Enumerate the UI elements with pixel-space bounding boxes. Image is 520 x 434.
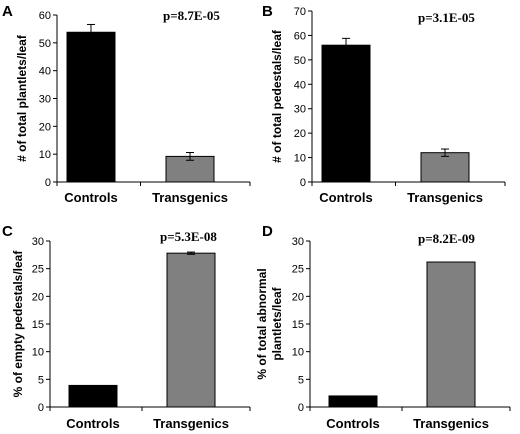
y-tick-label: 0 [300, 177, 306, 189]
y-tick-label: 5 [298, 374, 304, 386]
p-value-annotation: p=5.3E-08 [160, 229, 217, 244]
panel-letter: A [2, 3, 13, 20]
y-tick-label: 70 [294, 6, 306, 18]
bar-transgenics [426, 261, 476, 408]
y-axis-label: % of empty pedestals/leaf [11, 250, 25, 398]
category-label: Controls [319, 190, 372, 205]
category-label: Transgenics [153, 416, 229, 431]
bar-controls [66, 31, 116, 183]
y-tick-label: 20 [32, 291, 44, 303]
bar-controls [68, 384, 118, 408]
y-tick-label: 0 [45, 177, 51, 189]
y-tick-label: 50 [294, 55, 306, 67]
bar-transgenics [420, 152, 470, 183]
y-tick-label: 30 [292, 236, 304, 248]
y-tick-label: 10 [292, 347, 304, 359]
category-label: Transgenics [413, 416, 489, 431]
bar-controls [321, 44, 371, 183]
y-tick-label: 25 [32, 264, 44, 276]
y-axis-label: # of total plantlets/leaf [15, 34, 29, 162]
p-value-annotation: p=8.7E-05 [163, 8, 220, 23]
y-tick-label: 30 [32, 236, 44, 248]
panel-letter: B [262, 3, 273, 20]
y-tick-label: 10 [39, 149, 51, 161]
y-axis-label: # of total pedestals/leaf [270, 29, 284, 163]
bar-controls [328, 395, 378, 408]
y-tick-label: 0 [298, 402, 304, 414]
y-tick-label: 20 [292, 291, 304, 303]
y-axis-label: % of total abnormalplantlets/leaf [255, 268, 284, 379]
y-tick-label: 5 [38, 374, 44, 386]
y-tick-label: 30 [294, 104, 306, 116]
y-tick-label: 20 [39, 121, 51, 133]
category-label: Transgenics [152, 190, 228, 205]
y-axis-label-line: % of total abnormal [255, 268, 269, 379]
bar-transgenics [166, 252, 216, 408]
y-tick-label: 50 [39, 38, 51, 50]
panel-letter: D [262, 223, 273, 240]
category-label: Transgenics [407, 190, 483, 205]
category-label: Controls [66, 416, 119, 431]
y-tick-label: 20 [294, 128, 306, 140]
y-tick-label: 25 [292, 264, 304, 276]
p-value-annotation: p=8.2E-09 [418, 231, 475, 246]
y-tick-label: 0 [38, 402, 44, 414]
p-value-annotation: p=3.1E-05 [418, 10, 475, 25]
y-tick-label: 60 [294, 30, 306, 42]
y-tick-label: 15 [32, 319, 44, 331]
y-axis-label-line: plantlets/leaf [270, 286, 284, 360]
y-tick-label: 30 [39, 94, 51, 106]
y-tick-label: 10 [294, 153, 306, 165]
y-tick-label: 40 [39, 66, 51, 78]
category-label: Controls [326, 416, 379, 431]
y-tick-label: 60 [39, 10, 51, 22]
panel-letter: C [2, 223, 13, 240]
y-tick-label: 40 [294, 79, 306, 91]
category-label: Controls [64, 190, 117, 205]
y-tick-label: 10 [32, 347, 44, 359]
y-tick-label: 15 [292, 319, 304, 331]
